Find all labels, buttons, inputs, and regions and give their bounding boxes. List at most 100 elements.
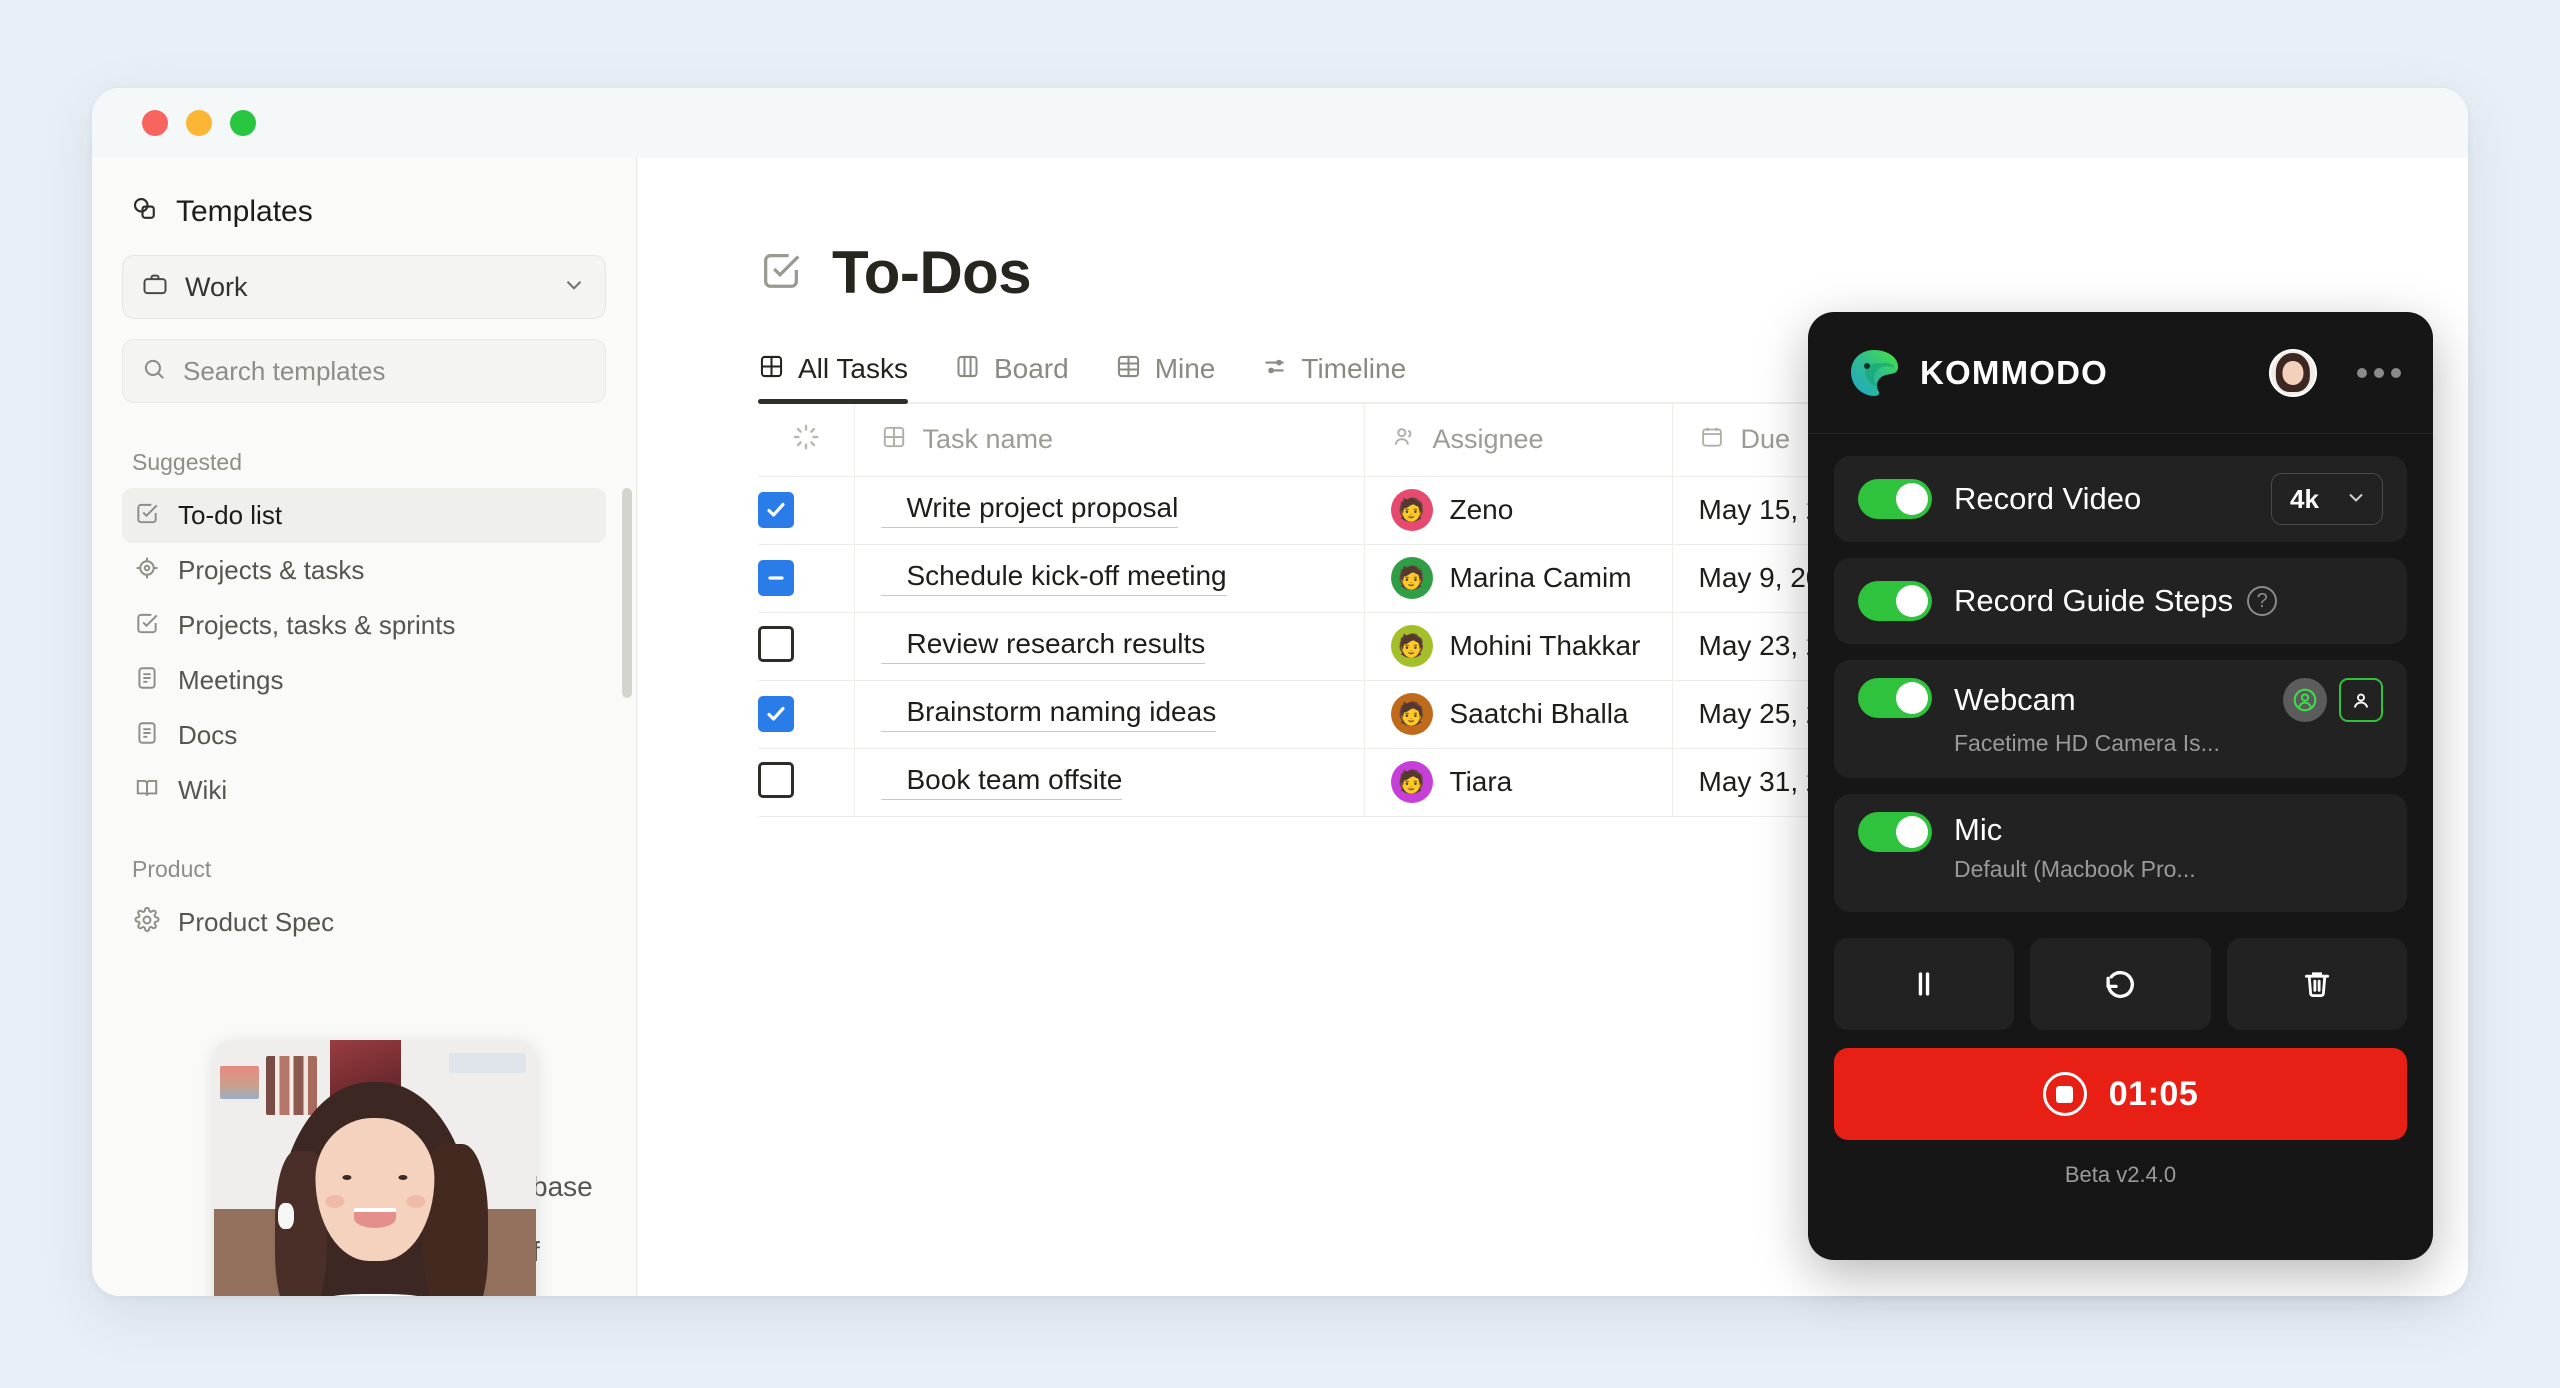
webcam-toggle[interactable] (1858, 678, 1932, 718)
grid-icon (758, 353, 785, 385)
task-checkbox-checked-icon[interactable] (758, 696, 794, 732)
task-checkbox-empty-icon[interactable] (758, 761, 794, 798)
sidebar-item-product-spec[interactable]: Product Spec (122, 895, 606, 950)
table-row[interactable]: Book team offsite 🧑 Tiara May 31, 2023 (758, 748, 1969, 817)
assignee-cell[interactable]: 🧑 Tiara (1364, 748, 1673, 817)
pip-poster (220, 1066, 260, 1099)
task-name-cell[interactable]: Book team offsite (854, 748, 1365, 817)
tab-label: All Tasks (798, 353, 908, 384)
avatar: 🧑 (1390, 557, 1433, 599)
table-icon (1115, 353, 1142, 385)
grid-icon (881, 424, 907, 455)
column-header-task-name[interactable]: Task name (854, 404, 1365, 477)
record-video-toggle[interactable] (1858, 479, 1932, 519)
column-header-status[interactable] (758, 404, 855, 477)
circle-cam-icon[interactable] (2283, 678, 2327, 722)
workspace-value: Work (185, 271, 248, 302)
sidebar-item-label: Product Spec (178, 907, 335, 937)
tab-mine[interactable]: Mine (1115, 353, 1216, 402)
task-checkbox-empty-icon[interactable] (758, 625, 794, 662)
task-name-cell[interactable]: Schedule kick-off meeting (854, 544, 1365, 613)
maximize-window-button[interactable] (230, 110, 256, 136)
record-guide-steps-toggle[interactable] (1858, 581, 1932, 621)
assignee-cell[interactable]: 🧑 Saatchi Bhalla (1364, 680, 1673, 749)
table-row[interactable]: Review research results 🧑 Mohini Thakkar… (758, 612, 1969, 681)
task-checkbox-checked-icon[interactable] (758, 492, 794, 528)
assignee-name: Tiara (1449, 766, 1513, 797)
workspace-selector[interactable]: Work (122, 255, 606, 319)
assignee-cell[interactable]: 🧑 Zeno (1364, 476, 1673, 545)
column-header-label: Assignee (1432, 424, 1544, 455)
delete-button[interactable] (2226, 938, 2407, 1030)
sidebar-item-meetings[interactable]: Meetings (122, 653, 606, 708)
app-version-label: Beta v2.4.0 (2064, 1162, 2177, 1187)
assignee-name: Mohini Thakkar (1449, 630, 1641, 661)
restart-button[interactable] (2030, 938, 2211, 1030)
page-title-row: To-Dos (758, 238, 2468, 307)
row-checkbox-cell[interactable] (758, 476, 855, 545)
sidebar-item-wiki[interactable]: Wiki (122, 763, 606, 818)
chevron-down-icon (561, 272, 587, 303)
sidebar-item-docs[interactable]: Docs (122, 708, 606, 763)
pip-person-shirt (268, 1293, 482, 1296)
avatar: 🧑 (1390, 761, 1433, 803)
help-icon[interactable]: ? (2247, 586, 2278, 616)
tab-all-tasks[interactable]: All Tasks (758, 353, 908, 404)
task-name-cell[interactable]: Brainstorm naming ideas (854, 680, 1365, 749)
row-checkbox-cell[interactable] (758, 680, 855, 749)
table-row[interactable]: Brainstorm naming ideas 🧑 Saatchi Bhalla… (758, 680, 1969, 749)
sidebar-item-label: To-do list (178, 500, 283, 530)
sidebar-item-projects-tasks-sprints[interactable]: Projects, tasks & sprints (122, 598, 606, 653)
search-icon (141, 356, 167, 387)
video-quality-value: 4k (2290, 483, 2319, 514)
mic-toggle[interactable] (1858, 812, 1932, 852)
row-checkbox-cell[interactable] (758, 612, 855, 681)
assignee-cell[interactable]: 🧑 Marina Camim (1364, 544, 1673, 613)
recorder-header: KOMMODO (1808, 312, 2433, 434)
target-icon (134, 555, 160, 586)
sidebar-spacer (122, 818, 606, 856)
assignee-cell[interactable]: 🧑 Mohini Thakkar (1364, 612, 1673, 681)
tab-label: Mine (1154, 353, 1216, 384)
komodo-dragon-logo-icon (1846, 345, 1902, 401)
task-name-text: Schedule kick-off meeting (880, 560, 1227, 596)
close-window-button[interactable] (142, 110, 168, 136)
tab-board[interactable]: Board (954, 353, 1069, 402)
column-header-assignee[interactable]: Assignee (1364, 404, 1673, 477)
row-checkbox-cell[interactable] (758, 544, 855, 613)
recorder-controls (1834, 938, 2407, 1030)
square-cam-icon[interactable] (2339, 678, 2383, 722)
more-horizontal-icon[interactable] (2357, 367, 2401, 378)
task-checkbox-indeterminate-icon[interactable] (758, 560, 794, 596)
recording-timer: 01:05 (2108, 1074, 2199, 1113)
task-name-cell[interactable]: Review research results (854, 612, 1365, 681)
stop-recording-button[interactable]: 01:05 (1834, 1048, 2407, 1140)
loading-spinner-icon (791, 422, 821, 457)
video-quality-select[interactable]: 4k (2271, 473, 2383, 525)
minimize-window-button[interactable] (186, 110, 212, 136)
row-checkbox-cell[interactable] (758, 748, 855, 817)
task-name-cell[interactable]: Write project proposal (854, 476, 1365, 545)
sidebar-item-projects-tasks[interactable]: Projects & tasks (122, 543, 606, 598)
pause-button[interactable] (1834, 938, 2015, 1030)
pip-eye-left (342, 1175, 352, 1181)
record-video-label: Record Video (1954, 481, 2142, 516)
webcam-pip-overlay[interactable] (214, 1040, 536, 1296)
tab-timeline[interactable]: Timeline (1261, 353, 1406, 402)
sidebar-item-label: Meetings (178, 665, 284, 695)
table-row[interactable]: Write project proposal 🧑 Zeno May 15, 20… (758, 476, 1969, 545)
mic-label: Mic (1954, 812, 2003, 847)
sidebar-item-to-do-list[interactable]: To-do list (122, 488, 606, 543)
gear-icon (134, 906, 160, 938)
sidebar-item-label: Docs (178, 720, 238, 750)
pip-eye-right (398, 1175, 408, 1181)
page-title: To-Dos (832, 239, 1032, 306)
sidebar-scrollbar[interactable] (622, 488, 632, 698)
task-name-text: Brainstorm naming ideas (880, 696, 1217, 732)
pip-mouth (353, 1208, 397, 1229)
table-row[interactable]: Schedule kick-off meeting 🧑 Marina Camim… (758, 544, 1969, 613)
search-templates-box[interactable]: Search templates (122, 339, 606, 403)
webcam-device-name: Facetime HD Camera Is... (1954, 730, 2220, 756)
user-avatar[interactable] (2269, 348, 2317, 397)
